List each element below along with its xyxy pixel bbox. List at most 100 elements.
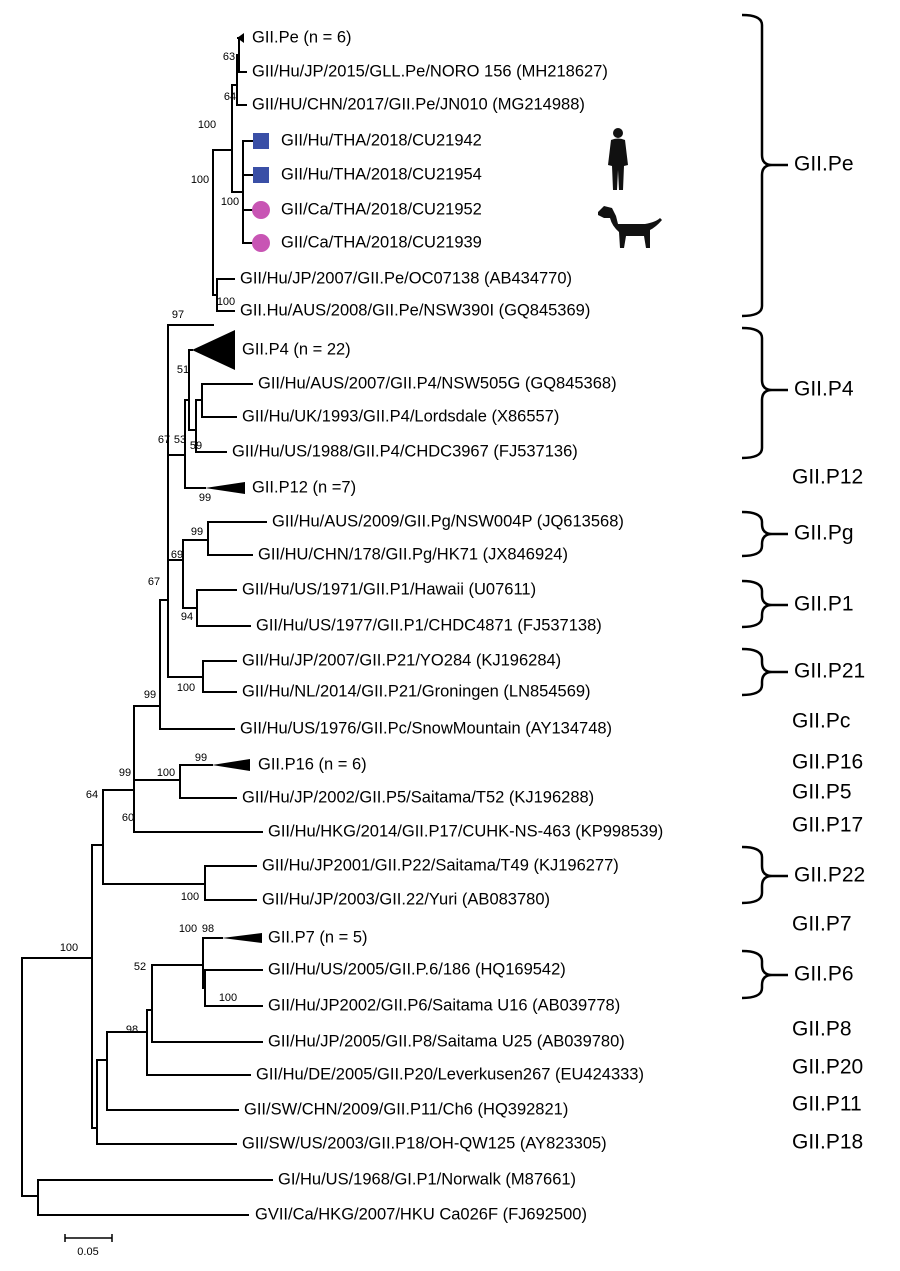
bootstrap-value: 63 (223, 51, 235, 63)
collapsed-clade (237, 33, 244, 43)
bootstrap-value: 100 (217, 296, 235, 308)
leaf-label: GII/Hu/DE/2005/GII.P20/Leverkusen267 (EU… (256, 1065, 644, 1083)
clade-bracket (741, 949, 788, 1000)
collapsed-clade (212, 759, 250, 771)
bootstrap-value: 100 (60, 942, 78, 954)
leaf-label: GII/Hu/JP/2003/GII.22/Yuri (AB083780) (262, 890, 550, 908)
bootstrap-value: 97 (172, 309, 184, 321)
clade-label: GII.P17 (792, 814, 863, 837)
bootstrap-value: 99 (191, 526, 203, 538)
leaf-label: GII/Hu/HKG/2014/GII.P17/CUHK-NS-463 (KP9… (268, 822, 663, 840)
leaf-label: GII/Hu/US/1971/GII.P1/Hawaii (U07611) (242, 580, 536, 598)
clade-label: GII.P5 (792, 781, 852, 804)
clade-bracket (741, 510, 788, 558)
leaf-label: GII/Hu/JP/2015/GLL.Pe/NORO 156 (MH218627… (252, 62, 608, 80)
bootstrap-value: 64 (224, 91, 236, 103)
clade-label: GII.P11 (792, 1093, 862, 1116)
leaf-label: GII/Hu/JP/2007/GII.Pe/OC07138 (AB434770) (240, 269, 572, 287)
collapsed-clade (192, 330, 235, 370)
human-sample-marker (253, 133, 269, 149)
bootstrap-value: 99 (199, 492, 211, 504)
leaf-label: GII/Hu/AUS/2009/GII.Pg/NSW004P (JQ613568… (272, 512, 624, 530)
bootstrap-value: 94 (181, 611, 193, 623)
bootstrap-value: 59 (190, 440, 202, 452)
leaf-label: GII/Hu/US/1976/GII.Pc/SnowMountain (AY13… (240, 719, 612, 737)
bootstrap-value: 99 (119, 767, 131, 779)
bootstrap-value: 67 (158, 434, 170, 446)
leaf-label: GII/Hu/US/1988/GII.P4/CHDC3967 (FJ537136… (232, 442, 578, 460)
dog-sample-marker (252, 234, 270, 252)
collapsed-clade (205, 482, 245, 494)
dog-icon (598, 206, 662, 248)
leaf-label: GII/Hu/JP/2005/GII.P8/Saitama U25 (AB039… (268, 1032, 625, 1050)
bootstrap-value: 69 (171, 549, 183, 561)
clade-label: GII.P8 (792, 1018, 852, 1041)
bootstrap-value: 100 (221, 196, 239, 208)
collapsed-clade (222, 933, 262, 943)
leaf-label: GII/Hu/JP/2007/GII.P21/YO284 (KJ196284) (242, 651, 561, 669)
leaf-label: GII/Hu/JP2002/GII.P6/Saitama U16 (AB0397… (268, 996, 620, 1014)
clade-bracket (741, 579, 788, 629)
clade-label: GII.P1 (794, 593, 854, 616)
bootstrap-value: 51 (177, 364, 189, 376)
bootstrap-value: 100 (157, 767, 175, 779)
bootstrap-value: 100 (198, 119, 216, 131)
clade-label: GII.Pe (794, 153, 854, 176)
leaf-label: GII.P12 (n =7) (252, 478, 356, 496)
bootstrap-value: 53 (174, 434, 186, 446)
leaf-label: GII/Ca/THA/2018/CU21939 (281, 233, 482, 251)
clade-bracket (741, 647, 788, 697)
bootstrap-value: 100 (179, 923, 197, 935)
leaf-label: GII/Hu/US/2005/GII.P.6/186 (HQ169542) (268, 960, 566, 978)
leaf-label: GII.Hu/AUS/2008/GII.Pe/NSW390I (GQ845369… (240, 301, 590, 319)
clade-label: GII.P16 (792, 751, 863, 774)
clade-bracket (741, 13, 788, 318)
clade-label: GII.P7 (792, 913, 852, 936)
clade-label: GII.P22 (794, 864, 865, 887)
leaf-label: GII/Hu/JP/2002/GII.P5/Saitama/T52 (KJ196… (242, 788, 594, 806)
leaf-label: GII.P4 (n = 22) (242, 340, 351, 358)
bootstrap-value: 100 (219, 992, 237, 1004)
bootstrap-value: 67 (148, 576, 160, 588)
bootstrap-value: 52 (134, 961, 146, 973)
bootstrap-value: 99 (195, 752, 207, 764)
human-icon (608, 128, 628, 190)
leaf-label: GII/SW/US/2003/GII.P18/OH-QW125 (AY82330… (242, 1134, 607, 1152)
leaf-label: GII/Hu/THA/2018/CU21954 (281, 165, 482, 183)
leaf-label: GII/Hu/JP2001/GII.P22/Saitama/T49 (KJ196… (262, 856, 619, 874)
leaf-label: GI/Hu/US/1968/GI.P1/Norwalk (M87661) (278, 1170, 576, 1188)
bootstrap-value: 99 (144, 689, 156, 701)
leaf-label: GII/SW/CHN/2009/GII.P11/Ch6 (HQ392821) (244, 1100, 568, 1118)
clade-label: GII.Pc (792, 710, 850, 733)
clade-label: GII.P20 (792, 1056, 863, 1079)
clade-label: GII.P21 (794, 660, 865, 683)
leaf-label: GII/Hu/US/1977/GII.P1/CHDC4871 (FJ537138… (256, 616, 602, 634)
leaf-label: GII/Hu/THA/2018/CU21942 (281, 131, 482, 149)
leaf-label: GII.P16 (n = 6) (258, 755, 367, 773)
clade-label: GII.P18 (792, 1131, 863, 1154)
bootstrap-value: 98 (202, 923, 214, 935)
bootstrap-value: 98 (126, 1024, 138, 1036)
clade-label: GII.P12 (792, 466, 863, 489)
clade-label: GII.P4 (794, 378, 854, 401)
human-sample-marker (253, 167, 269, 183)
bootstrap-value: 60 (122, 812, 134, 824)
leaf-label: GII/Hu/AUS/2007/GII.P4/NSW505G (GQ845368… (258, 374, 617, 392)
leaf-label: GII/HU/CHN/178/GII.Pg/HK71 (JX846924) (258, 545, 568, 563)
leaf-label: GVII/Ca/HKG/2007/HKU Ca026F (FJ692500) (255, 1205, 587, 1223)
clade-label: GII.P6 (794, 963, 854, 986)
bootstrap-value: 100 (181, 891, 199, 903)
bootstrap-value: 100 (191, 174, 209, 186)
dog-sample-marker (252, 201, 270, 219)
bootstrap-value: 64 (86, 789, 98, 801)
leaf-label: GII/Hu/UK/1993/GII.P4/Lordsdale (X86557) (242, 407, 559, 425)
leaf-label: GII.P7 (n = 5) (268, 928, 368, 946)
clade-bracket (741, 845, 788, 905)
bootstrap-value: 100 (177, 682, 195, 694)
leaf-label: GII/HU/CHN/2017/GII.Pe/JN010 (MG214988) (252, 95, 585, 113)
leaf-label: GII/Ca/THA/2018/CU21952 (281, 200, 482, 218)
clade-label: GII.Pg (794, 522, 854, 545)
clade-bracket (741, 326, 788, 460)
leaf-label: GII/Hu/NL/2014/GII.P21/Groningen (LN8545… (242, 682, 591, 700)
